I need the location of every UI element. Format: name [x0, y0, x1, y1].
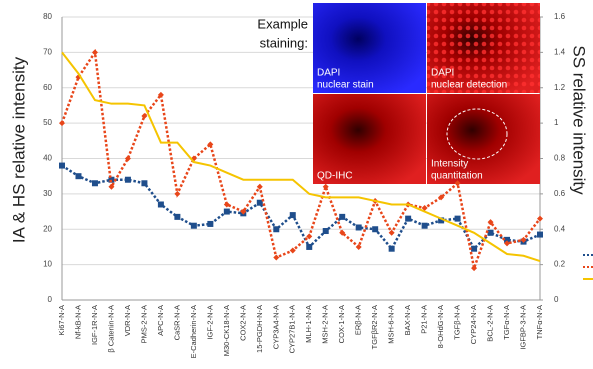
x-tick-label: Ki67-N-A	[57, 305, 66, 335]
x-tick-label: APC-N-A	[156, 305, 165, 336]
y2-tick-label: 1.6	[554, 12, 566, 21]
legend-symbols	[583, 255, 593, 279]
point	[125, 177, 131, 183]
x-tick-label: BCL-2-N-A	[486, 305, 495, 342]
inset-label: QD-IHC	[317, 171, 353, 182]
point	[339, 214, 345, 220]
inset-label: Intensity	[431, 159, 468, 170]
x-tick-label: CYP24-N-A	[469, 305, 478, 344]
point	[273, 226, 279, 232]
y-axis-title: IA & HS relative intensity	[9, 56, 28, 243]
point	[75, 173, 81, 179]
x-tick-label: IGF-1R-N-A	[90, 305, 99, 345]
point	[174, 191, 180, 197]
x-tick-label: VDR-N-A	[123, 305, 132, 336]
x-tick-label: E-Cadherin-N-A	[189, 305, 198, 358]
point	[323, 184, 329, 190]
point	[455, 216, 461, 222]
point	[372, 226, 378, 232]
x-tick-label: MLH-1-N-A	[304, 305, 313, 343]
point	[207, 221, 213, 227]
point	[92, 180, 98, 186]
x-tick-label: Nf-kB-N-A	[73, 305, 82, 339]
y-tick-label: 30	[43, 189, 52, 198]
x-tick-label: 15-PGDH-N-A	[255, 305, 264, 353]
x-tick-label: IGFBP-3-N-A	[519, 305, 528, 350]
x-tick-label: CYP3A4-N-A	[271, 305, 280, 349]
point	[306, 244, 312, 250]
x-tick-label: MSH-2-N-A	[321, 305, 330, 344]
point	[356, 224, 362, 230]
point	[389, 230, 395, 236]
x-tick-label: TGFα-N-A	[502, 305, 511, 340]
point	[537, 232, 543, 238]
x-tick-label: PMS-2-N-A	[139, 305, 148, 343]
y-tick-label: 50	[43, 118, 52, 127]
point	[92, 49, 98, 55]
y-tick-label: 0	[48, 295, 53, 304]
y-tick-label: 20	[43, 224, 52, 233]
y2-tick-label: 1.2	[554, 83, 566, 92]
x-tick-label: MSH-6-N-A	[387, 305, 396, 344]
x-tick-label: IGF-2-N-A	[205, 305, 214, 340]
x-tick-label: BAX-N-A	[403, 305, 412, 335]
point	[471, 265, 477, 271]
inset-label: DAPI	[431, 68, 454, 79]
y2-tick-label: 1.4	[554, 47, 566, 56]
y-tick-label: 40	[43, 154, 52, 163]
y-tick-label: 10	[43, 260, 52, 269]
x-tick-label: TNFα-N-A	[535, 305, 544, 339]
inset-label: DAPI	[317, 68, 340, 79]
point	[59, 120, 65, 126]
inset-label: quantitation	[431, 171, 483, 182]
point	[59, 163, 65, 169]
y2-tick-label: 0.4	[554, 224, 566, 233]
x-tick-label: CaSR-N-A	[172, 305, 181, 340]
point	[224, 209, 230, 215]
y2-tick-label: 1	[554, 118, 559, 127]
point	[405, 216, 411, 222]
inset-label: nuclear stain	[317, 80, 374, 91]
chart: 0 10 20 30 40 50 60 70 80 0 0.2 0.4 0.6 0.8 1 1.2 1.4 1.6…	[0, 0, 593, 364]
x-tick-label: β Catenin-N-A	[106, 305, 115, 353]
point	[389, 246, 395, 252]
x-tick-label: CYP27B1-N-A	[288, 305, 297, 353]
point	[356, 244, 362, 250]
y2-axis-title: SS relative intensity	[570, 45, 589, 195]
point	[488, 230, 494, 236]
inset-label: nuclear detection	[431, 80, 507, 91]
y2-tick-label: 0.2	[554, 260, 566, 269]
x-tick-label: TGFβ-N-A	[453, 305, 462, 340]
inset-caption: staining:	[260, 35, 308, 50]
point	[290, 212, 296, 218]
x-tick-label: 8-OHdG-N-A	[436, 305, 445, 348]
point	[158, 201, 164, 207]
point	[422, 223, 428, 229]
point	[273, 255, 279, 261]
y-tick-label: 80	[43, 12, 52, 21]
y2-tick-label: 0	[554, 295, 559, 304]
y-tick-label: 70	[43, 47, 52, 56]
y2-tick-label: 0.8	[554, 154, 566, 163]
x-tick-label: M30-CK18-N-A	[222, 305, 231, 356]
inset-caption: Example	[257, 16, 308, 31]
x-tick-label: COX2-N-A	[238, 305, 247, 341]
point	[323, 228, 329, 234]
point	[191, 223, 197, 229]
point	[471, 246, 477, 252]
x-tick-label: P21-N-A	[420, 305, 429, 334]
x-tick-label: COX-1-N-A	[337, 305, 346, 343]
y-tick-label: 60	[43, 83, 52, 92]
y2-tick-label: 0.6	[554, 189, 566, 198]
x-tick-label: TGFβR2-N-A	[370, 305, 379, 349]
point	[174, 214, 180, 220]
point	[141, 180, 147, 186]
x-tick-label: ERβ-N-A	[354, 305, 363, 335]
point	[290, 247, 296, 253]
point	[537, 216, 543, 222]
